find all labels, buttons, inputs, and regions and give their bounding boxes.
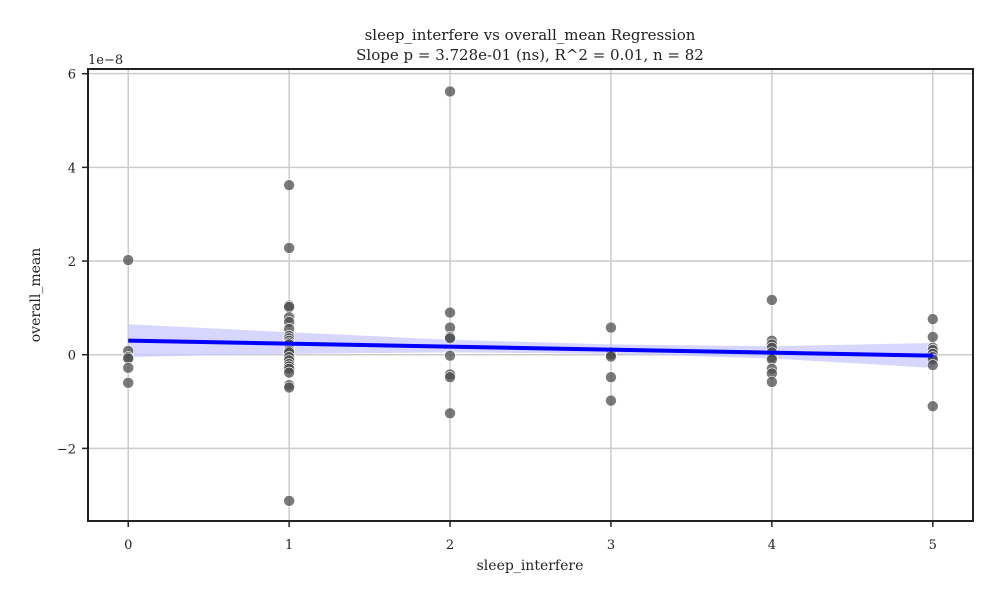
data-point <box>605 321 617 334</box>
y-tick-label: 0 <box>68 349 76 364</box>
x-tick-label: 1 <box>285 538 293 553</box>
y-tick-label: 2 <box>68 255 76 270</box>
data-point <box>444 349 456 362</box>
data-point <box>444 371 456 384</box>
y-axis-offset-label: 1e−8 <box>88 53 123 68</box>
y-axis-label: overall_mean <box>28 248 44 343</box>
x-tick-label: 2 <box>446 538 454 553</box>
x-axis-label: sleep_interfere <box>477 558 584 574</box>
data-point <box>766 376 778 388</box>
data-point <box>605 350 617 363</box>
data-point <box>444 306 456 319</box>
y-tick-label: 6 <box>68 68 76 83</box>
axis-ticks: 0 1 2 3 4 5 −2 0 2 4 6 <box>57 68 937 553</box>
chart-subtitle: Slope p = 3.728e-01 (ns), R^2 = 0.01, n … <box>356 46 704 64</box>
plot-frame <box>87 68 974 522</box>
x-tick-label: 3 <box>607 538 615 553</box>
regression-line <box>128 338 933 358</box>
confidence-band <box>128 324 933 368</box>
data-point <box>283 242 295 254</box>
data-point <box>283 495 295 507</box>
confidence-band-layer <box>128 324 933 368</box>
data-point <box>926 331 939 343</box>
data-point <box>926 400 939 413</box>
data-point <box>283 179 295 191</box>
data-point <box>926 359 939 371</box>
data-points <box>122 85 939 507</box>
y-tick-label: 4 <box>68 161 76 176</box>
data-point <box>766 294 778 306</box>
grid <box>88 69 973 521</box>
data-point <box>605 394 617 407</box>
data-point <box>122 362 135 374</box>
data-point <box>444 85 456 98</box>
data-point <box>283 301 295 313</box>
data-point <box>444 407 456 420</box>
x-tick-label: 0 <box>124 538 132 553</box>
data-point <box>283 366 295 379</box>
regression-line-layer <box>128 338 933 358</box>
x-tick-label: 5 <box>929 538 937 553</box>
data-point <box>926 313 939 325</box>
data-point <box>605 371 617 384</box>
x-tick-label: 4 <box>768 538 776 553</box>
y-tick-label: −2 <box>57 442 76 457</box>
chart-title: sleep_interfere vs overall_mean Regressi… <box>365 26 696 44</box>
data-point <box>122 254 135 266</box>
data-point <box>283 381 295 394</box>
data-point <box>444 332 456 345</box>
data-point <box>122 377 135 389</box>
